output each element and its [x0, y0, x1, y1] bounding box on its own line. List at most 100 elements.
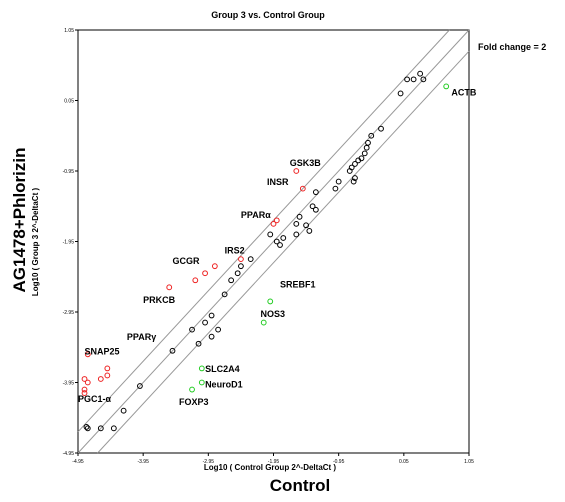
gene-label: ACTB: [451, 88, 476, 98]
gene-label: GCGR: [172, 256, 200, 266]
x-tick-label: -4.95: [72, 459, 84, 465]
data-point-unchanged: [234, 270, 241, 277]
y-tick-label: -0.95: [63, 169, 75, 175]
data-point-up: [84, 351, 91, 358]
data-point-up: [81, 376, 88, 382]
gene-label: FOXP3: [179, 397, 209, 407]
data-point-unchanged: [397, 90, 404, 97]
data-point-unchanged: [110, 425, 117, 432]
data-point-unchanged: [361, 150, 368, 157]
gene-label: SLC2A4: [205, 364, 240, 374]
data-point-unchanged: [352, 161, 358, 167]
data-point-down: [198, 379, 205, 386]
data-point-unchanged: [228, 277, 235, 284]
data-point-unchanged: [221, 291, 228, 298]
lower-fold-line: [97, 50, 470, 454]
data-point-up: [192, 277, 199, 284]
fold-change-label: Fold change = 2: [478, 42, 546, 52]
gene-label: SNAP25: [85, 346, 120, 356]
data-point-unchanged: [208, 312, 215, 319]
data-point-unchanged: [277, 242, 283, 248]
gene-label: GSK3B: [290, 158, 322, 168]
data-point-up: [97, 376, 104, 382]
outer-y-title: AG1478+Phlorizin: [10, 147, 29, 293]
x-tick-label: -0.95: [333, 459, 345, 465]
data-point-unchanged: [363, 144, 370, 151]
data-point-unchanged: [368, 132, 375, 139]
gene-label: SREBF1: [280, 279, 316, 289]
data-point-up: [299, 185, 306, 192]
gene-label: PPARα: [241, 210, 271, 220]
data-point-unchanged: [306, 228, 313, 234]
data-point-unchanged: [346, 168, 353, 174]
x-tick-label: 0.05: [399, 459, 409, 465]
data-point-unchanged: [293, 231, 300, 238]
data-point-unchanged: [312, 206, 319, 213]
fold-change-guides: [77, 29, 470, 454]
data-point-unchanged: [296, 213, 303, 220]
outer-x-title: Control: [269, 476, 331, 495]
data-point-unchanged: [84, 425, 91, 432]
data-point-up: [273, 217, 280, 224]
x-tick-label: 1.05: [464, 459, 474, 465]
gene-label: NOS3: [260, 309, 285, 319]
gene-label: INSR: [267, 177, 289, 187]
data-point-up: [238, 256, 244, 263]
data-point-unchanged: [410, 76, 417, 83]
data-point-unchanged: [195, 340, 202, 347]
data-point-unchanged: [208, 333, 215, 340]
data-point-unchanged: [189, 326, 195, 333]
x-tick-label: -2.95: [203, 459, 215, 465]
y-tick-label: -2.95: [63, 310, 75, 316]
data-point-unchanged: [365, 139, 371, 146]
data-point-unchanged: [215, 326, 222, 333]
data-point-up: [104, 365, 111, 372]
gene-label: PGC1-α: [78, 394, 112, 404]
data-point-unchanged: [97, 425, 104, 432]
data-point-up: [81, 390, 88, 396]
data-point-unchanged: [120, 407, 127, 414]
data-point-unchanged: [350, 178, 357, 185]
data-points: [81, 70, 450, 432]
data-point-unchanged: [420, 76, 427, 83]
data-point-unchanged: [352, 175, 358, 181]
y-tick-label: -4.95: [63, 451, 75, 457]
x-tick-label: -3.95: [137, 459, 149, 465]
data-point-down: [260, 319, 267, 326]
data-point-up: [293, 168, 300, 174]
data-point-unchanged: [335, 178, 342, 185]
data-point-up: [104, 372, 111, 379]
gene-label: PRKCB: [143, 295, 176, 305]
data-point-up: [270, 220, 277, 227]
gene-label: PPARγ: [127, 332, 156, 342]
data-point-unchanged: [267, 231, 274, 238]
data-point-down: [443, 83, 450, 90]
data-point-unchanged: [355, 157, 362, 164]
data-point-unchanged: [312, 189, 319, 196]
data-point-unchanged: [332, 185, 339, 192]
data-point-down: [267, 298, 274, 305]
data-point-up: [166, 284, 173, 291]
data-point-up: [202, 270, 208, 277]
data-point-unchanged: [202, 319, 208, 326]
data-point-unchanged: [404, 76, 410, 83]
y-tick-label: 1.05: [64, 28, 74, 34]
y-axis-label: Log10 ( Group 3 2^-DeltaCt ): [31, 188, 40, 297]
data-point-unchanged: [303, 222, 309, 229]
axis-ticks: -4.95 -3.95 -2.95 -1.95 -0.95 0.05 1.05 -4.95 -3…: [63, 28, 474, 465]
data-point-down: [189, 386, 195, 393]
data-point-unchanged: [280, 235, 287, 241]
data-point-up: [211, 263, 218, 270]
chart-title: Group 3 vs. Control Group: [211, 10, 325, 20]
data-point-unchanged: [83, 424, 90, 430]
data-point-unchanged: [247, 256, 254, 263]
data-point-unchanged: [169, 347, 176, 354]
upper-fold-line: [77, 29, 450, 433]
data-point-down: [198, 365, 205, 372]
data-point-unchanged: [378, 125, 384, 132]
data-point-unchanged: [273, 238, 280, 245]
gene-label: IRS2: [225, 245, 245, 255]
data-point-unchanged: [309, 203, 316, 210]
